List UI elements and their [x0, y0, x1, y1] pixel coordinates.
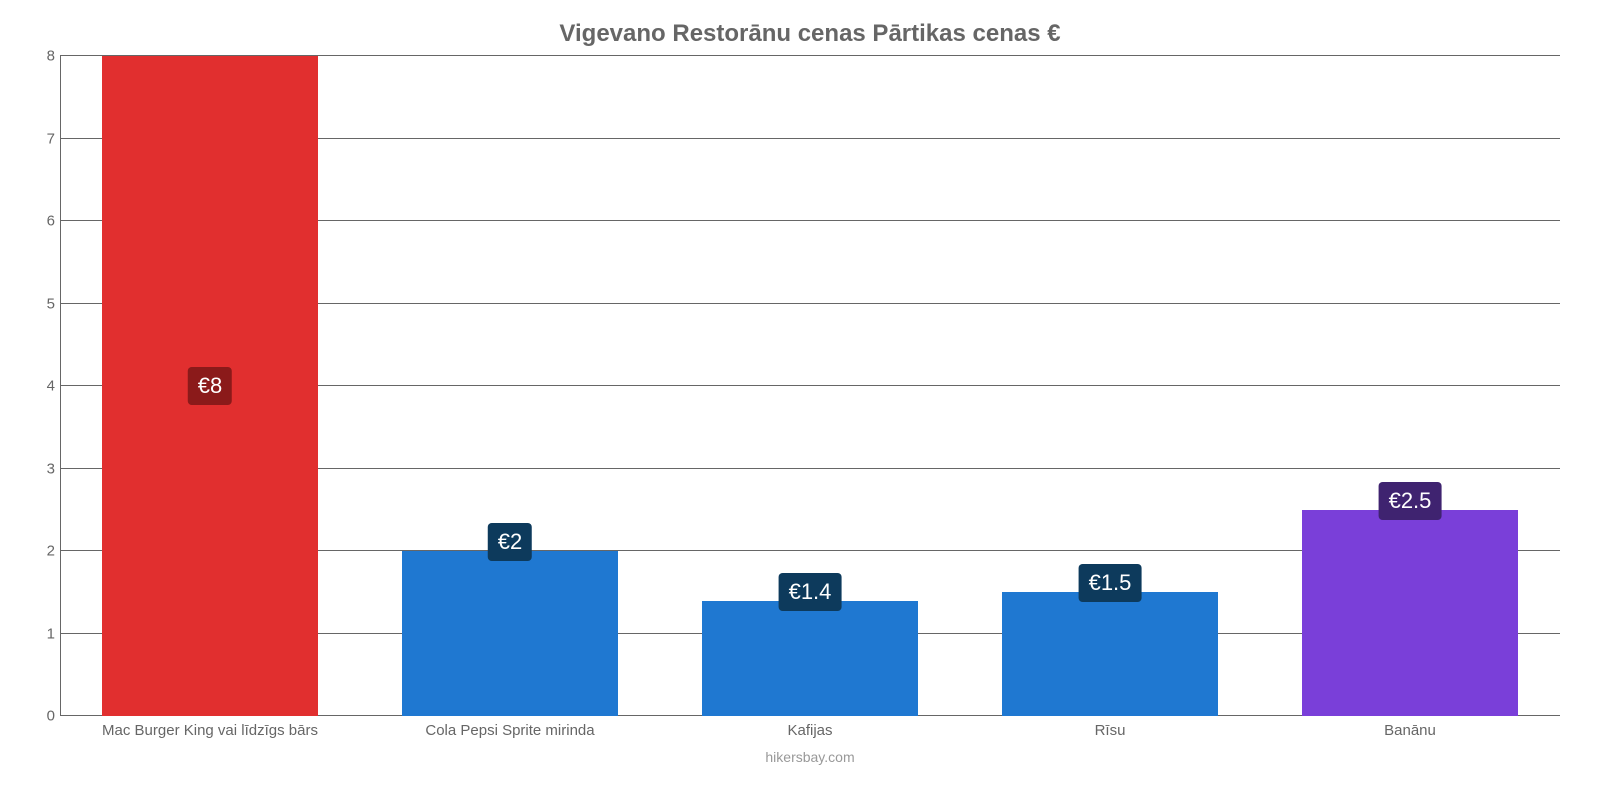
bar-slot: €8: [60, 56, 360, 716]
bar: €1.5: [1002, 592, 1218, 716]
x-axis-label: Rīsu: [960, 722, 1260, 739]
bar-value-label: €8: [188, 367, 232, 405]
y-tick-label: 6: [25, 213, 55, 230]
bar-value-label: €2.5: [1379, 482, 1442, 520]
chart-footer: hikersbay.com: [60, 749, 1560, 765]
y-tick-label: 1: [25, 625, 55, 642]
x-axis-label: Cola Pepsi Sprite mirinda: [360, 722, 660, 739]
plot-area: 012345678 €8€2€1.4€1.5€2.5: [60, 56, 1560, 716]
bar: €2: [402, 551, 618, 716]
bar-value-label: €1.5: [1079, 564, 1142, 602]
bar: €1.4: [702, 601, 918, 717]
chart-title: Vigevano Restorānu cenas Pārtikas cenas …: [60, 20, 1560, 48]
bar-slot: €1.4: [660, 56, 960, 716]
y-tick-label: 0: [25, 708, 55, 725]
y-tick-label: 3: [25, 460, 55, 477]
bar-slot: €2: [360, 56, 660, 716]
x-axis-label: Kafijas: [660, 722, 960, 739]
bar: €8: [102, 56, 318, 716]
bar-value-label: €1.4: [779, 573, 842, 611]
bar-slot: €1.5: [960, 56, 1260, 716]
x-axis-label: Mac Burger King vai līdzīgs bārs: [60, 722, 360, 739]
x-axis-labels: Mac Burger King vai līdzīgs bārsCola Pep…: [60, 722, 1560, 739]
y-tick-label: 2: [25, 543, 55, 560]
y-tick-label: 8: [25, 48, 55, 65]
y-tick-label: 5: [25, 295, 55, 312]
bars-group: €8 €2 €1.4 €1.5 €2.5: [60, 56, 1560, 716]
chart-container: Vigevano Restorānu cenas Pārtikas cenas …: [0, 0, 1600, 800]
y-tick-label: 7: [25, 130, 55, 147]
y-tick-label: 4: [25, 378, 55, 395]
bar-value-label: €2: [488, 523, 532, 561]
y-axis: 012345678: [25, 56, 55, 716]
bar: €2.5: [1302, 510, 1518, 716]
bar-slot: €2.5: [1260, 56, 1560, 716]
x-axis-label: Banānu: [1260, 722, 1560, 739]
